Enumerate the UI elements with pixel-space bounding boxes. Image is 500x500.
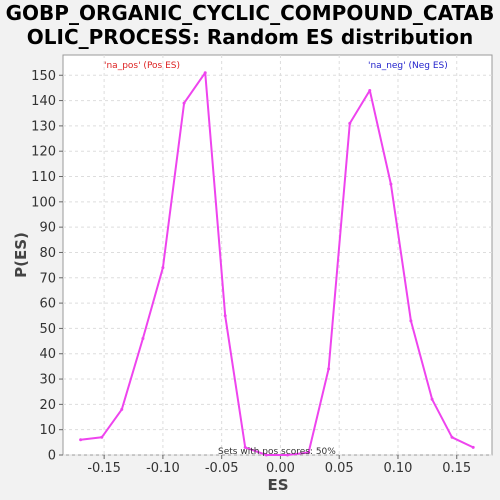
data-point	[368, 88, 372, 92]
x-tick-label: 0.10	[383, 461, 412, 476]
data-point	[182, 101, 186, 105]
y-axis-label: P(ES)	[12, 232, 30, 278]
data-point	[430, 397, 434, 401]
data-point	[409, 319, 413, 323]
y-tick-label: 90	[39, 221, 56, 236]
y-tick-label: 70	[39, 271, 56, 286]
chart-title-line-1: GOBP_ORGANIC_CYCLIC_COMPOUND_CATAB	[6, 1, 495, 25]
y-tick-label: 100	[31, 195, 56, 210]
data-point	[471, 445, 475, 449]
x-tick-label: -0.15	[87, 461, 121, 476]
chart-title-line-2: OLIC_PROCESS: Random ES distribution	[27, 25, 473, 49]
data-point	[450, 435, 454, 439]
y-tick-label: 60	[39, 297, 56, 312]
data-point	[264, 453, 268, 457]
pos-scores-annotation: Sets with pos scores: 50%	[218, 447, 336, 457]
data-point	[100, 435, 104, 439]
series-layer	[79, 71, 475, 457]
y-tick-label: 120	[31, 145, 56, 160]
x-tick-label: 0.15	[442, 461, 471, 476]
legend-neg-label: 'na_neg' (Neg ES)	[368, 61, 448, 71]
y-tick-label: 10	[39, 423, 56, 438]
y-tick-label: 110	[31, 170, 56, 185]
y-tick-label: 30	[39, 373, 56, 388]
data-point	[161, 266, 165, 270]
data-point	[327, 367, 331, 371]
data-point	[348, 121, 352, 125]
x-tick-label: -0.05	[205, 461, 239, 476]
plot-area	[62, 54, 493, 456]
data-point	[79, 438, 83, 442]
y-tick-label: 130	[31, 119, 56, 134]
data-point	[223, 314, 227, 318]
data-point	[389, 182, 393, 186]
y-tick-label: 140	[31, 94, 56, 109]
data-point	[141, 337, 145, 341]
y-tick-label: 50	[39, 322, 56, 337]
data-point	[307, 450, 311, 454]
data-point	[285, 453, 289, 457]
series-line	[80, 71, 474, 456]
y-tick-label: 80	[39, 246, 56, 261]
legend-pos-label: 'na_pos' (Pos ES)	[104, 61, 180, 71]
x-tick-label: -0.10	[146, 461, 180, 476]
x-axis-label: ES	[267, 476, 288, 494]
y-tick-label: 20	[39, 398, 56, 413]
y-tick-label: 150	[31, 69, 56, 84]
x-tick-label: 0.00	[266, 461, 295, 476]
data-point	[243, 445, 247, 449]
y-tick-label: 40	[39, 347, 56, 362]
data-point	[203, 71, 207, 75]
x-tick-label: 0.05	[325, 461, 354, 476]
data-point	[120, 407, 124, 411]
y-tick-label: 0	[48, 449, 56, 464]
axis-ticks: -0.15 -0.10 -0.05 0.00 0.05 0.10 0.15 0 10 20 30 40…	[31, 69, 471, 476]
